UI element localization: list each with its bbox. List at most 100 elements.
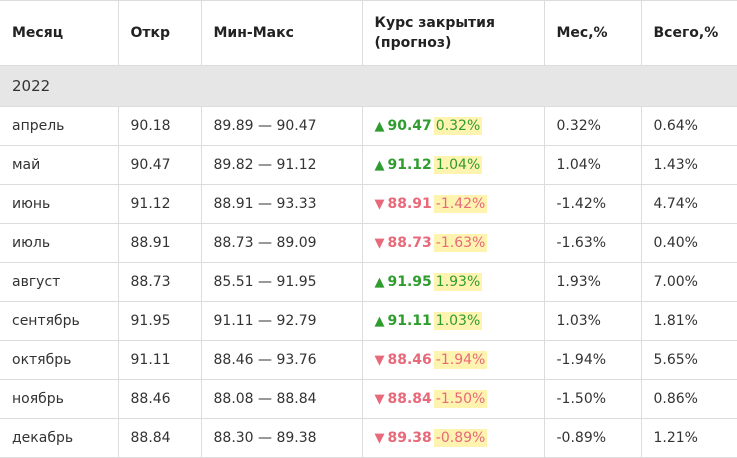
cell-close: ▲ 91.12 1.04%	[361, 145, 545, 185]
table-row: ноябрь 88.46 88.08 — 88.84 ▼ 88.84 -1.50% -1.5…	[0, 379, 737, 419]
table-row: июнь 91.12 88.91 — 93.33 ▼ 88.91 -1.42% -1.42%…	[0, 184, 737, 224]
cell-minmax: 89.89 — 90.47	[200, 106, 363, 146]
cell-minmax: 91.11 — 92.79	[200, 301, 363, 341]
cell-close: ▼ 88.73 -1.63%	[361, 223, 545, 263]
cell-month: апрель	[0, 106, 119, 146]
cell-open: 91.11	[117, 340, 202, 380]
cell-month-pct: 1.03%	[543, 301, 642, 341]
cell-total-pct: 5.65%	[640, 340, 737, 380]
cell-minmax: 85.51 — 91.95	[200, 262, 363, 302]
cell-month: сентябрь	[0, 301, 119, 341]
cell-month-pct: -1.94%	[543, 340, 642, 380]
header-close-line1: Курс закрытия	[374, 15, 495, 31]
cell-total-pct: 1.43%	[640, 145, 737, 185]
header-open: Откр	[117, 0, 202, 66]
cell-open: 90.18	[117, 106, 202, 146]
change-badge: -1.63%	[433, 234, 488, 252]
change-badge: 1.93%	[433, 273, 483, 291]
cell-month-pct: -1.63%	[543, 223, 642, 263]
cell-month: октябрь	[0, 340, 119, 380]
cell-minmax: 88.08 — 88.84	[200, 379, 363, 419]
header-total-pct: Всего,%	[640, 0, 737, 66]
cell-month: июль	[0, 223, 119, 263]
header-minmax: Мин-Макс	[200, 0, 363, 66]
table-row: июль 88.91 88.73 — 89.09 ▼ 88.73 -1.63% -1.63%…	[0, 223, 737, 263]
header-row: Месяц Откр Мин-Макс Курс закрытия (прогн…	[0, 0, 737, 66]
cell-close: ▼ 88.91 -1.42%	[361, 184, 545, 224]
table-row: август 88.73 85.51 — 91.95 ▲ 91.95 1.93% 1.93%…	[0, 262, 737, 302]
cell-total-pct: 1.21%	[640, 418, 737, 458]
cell-total-pct: 0.86%	[640, 379, 737, 419]
triangle-down-icon: ▼	[374, 431, 385, 446]
cell-month: май	[0, 145, 119, 185]
cell-minmax: 88.73 — 89.09	[200, 223, 363, 263]
cell-minmax: 88.30 — 89.38	[200, 418, 363, 458]
triangle-down-icon: ▼	[374, 392, 385, 407]
cell-open: 88.91	[117, 223, 202, 263]
table-row: декабрь 88.84 88.30 — 89.38 ▼ 89.38 -0.89% -0.…	[0, 418, 737, 458]
table-row: октябрь 91.11 88.46 — 93.76 ▼ 88.46 -1.94% -1.…	[0, 340, 737, 380]
change-badge: 1.03%	[433, 312, 483, 330]
change-badge: -1.94%	[433, 351, 488, 369]
table-row: сентябрь 91.95 91.11 — 92.79 ▲ 91.11 1.03% 1.0…	[0, 301, 737, 341]
cell-total-pct: 7.00%	[640, 262, 737, 302]
cell-open: 88.84	[117, 418, 202, 458]
cell-close: ▲ 90.47 0.32%	[361, 106, 545, 146]
cell-close: ▼ 88.46 -1.94%	[361, 340, 545, 380]
cell-close: ▼ 89.38 -0.89%	[361, 418, 545, 458]
close-value: 88.73	[387, 235, 432, 251]
cell-close: ▲ 91.95 1.93%	[361, 262, 545, 302]
cell-total-pct: 1.81%	[640, 301, 737, 341]
close-value: 91.95	[387, 274, 432, 290]
close-value: 88.84	[387, 391, 432, 407]
close-value: 90.47	[387, 118, 432, 134]
cell-month-pct: 1.04%	[543, 145, 642, 185]
cell-month-pct: -1.42%	[543, 184, 642, 224]
cell-total-pct: 0.64%	[640, 106, 737, 146]
cell-month-pct: 1.93%	[543, 262, 642, 302]
cell-minmax: 89.82 — 91.12	[200, 145, 363, 185]
triangle-up-icon: ▲	[374, 314, 385, 329]
cell-month: декабрь	[0, 418, 119, 458]
triangle-down-icon: ▼	[374, 353, 385, 368]
triangle-down-icon: ▼	[374, 197, 385, 212]
cell-close: ▼ 88.84 -1.50%	[361, 379, 545, 419]
header-month: Месяц	[0, 0, 119, 66]
cell-total-pct: 4.74%	[640, 184, 737, 224]
triangle-up-icon: ▲	[374, 275, 385, 290]
header-close-line2: (прогноз)	[374, 35, 452, 51]
change-badge: 0.32%	[433, 117, 483, 135]
year-label: 2022	[0, 65, 737, 107]
table-row: май 90.47 89.82 — 91.12 ▲ 91.12 1.04% 1.04% 1.4…	[0, 145, 737, 185]
cell-open: 88.46	[117, 379, 202, 419]
cell-open: 91.12	[117, 184, 202, 224]
triangle-up-icon: ▲	[374, 119, 385, 134]
triangle-down-icon: ▼	[374, 236, 385, 251]
cell-close: ▲ 91.11 1.03%	[361, 301, 545, 341]
cell-open: 90.47	[117, 145, 202, 185]
change-badge: -0.89%	[433, 429, 488, 447]
year-row: 2022	[0, 65, 737, 107]
triangle-up-icon: ▲	[374, 158, 385, 173]
cell-month: июнь	[0, 184, 119, 224]
change-badge: -1.50%	[433, 390, 488, 408]
header-close: Курс закрытия (прогноз)	[361, 0, 545, 66]
cell-open: 88.73	[117, 262, 202, 302]
cell-month-pct: 0.32%	[543, 106, 642, 146]
close-value: 91.11	[387, 313, 432, 329]
cell-month-pct: -0.89%	[543, 418, 642, 458]
cell-minmax: 88.46 — 93.76	[200, 340, 363, 380]
cell-total-pct: 0.40%	[640, 223, 737, 263]
close-value: 88.46	[387, 352, 432, 368]
table-row: апрель 90.18 89.89 — 90.47 ▲ 90.47 0.32% 0.32%…	[0, 106, 737, 146]
cell-month: ноябрь	[0, 379, 119, 419]
cell-open: 91.95	[117, 301, 202, 341]
cell-minmax: 88.91 — 93.33	[200, 184, 363, 224]
change-badge: -1.42%	[433, 195, 488, 213]
change-badge: 1.04%	[433, 156, 483, 174]
cell-month: август	[0, 262, 119, 302]
cell-month-pct: -1.50%	[543, 379, 642, 419]
header-month-pct: Мес,%	[543, 0, 642, 66]
close-value: 88.91	[387, 196, 432, 212]
